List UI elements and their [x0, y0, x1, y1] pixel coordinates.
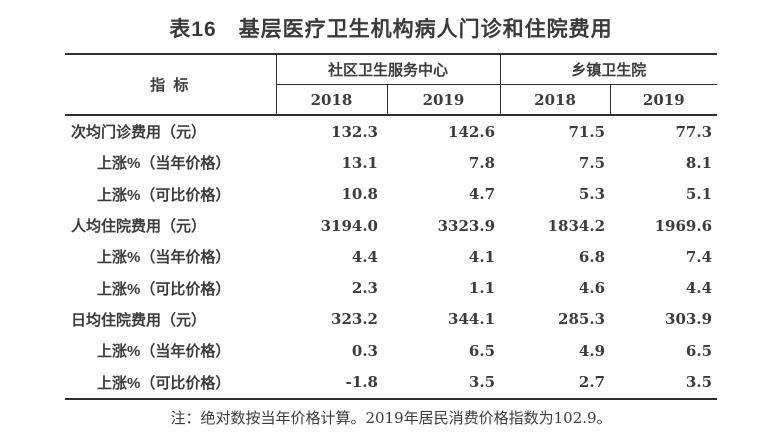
table-title: 表16 基层医疗卫生机构病人门诊和住院费用 — [169, 18, 613, 41]
statistics-table: 指 标 社区卫生服务中心 乡镇卫生院 2018 2019 2018 2019 次… — [65, 53, 718, 400]
year-header-community-2018: 2018 — [276, 84, 387, 116]
table-row: 上涨%（当年价格） 0.3 6.5 4.9 6.5 — [65, 335, 717, 366]
cell-value: 3194.0 — [320, 216, 378, 235]
footnote: 注：绝对数按当年价格计算。2019年居民消费价格指数为102.9。 — [170, 409, 612, 427]
cell-value: 13.1 — [341, 153, 378, 172]
year-header-township-2018: 2018 — [499, 84, 611, 116]
cell-value: 6.5 — [685, 341, 713, 360]
cell-value: 3.5 — [468, 373, 496, 392]
cell-value: 4.4 — [685, 279, 713, 298]
cell-value: 5.1 — [685, 185, 713, 204]
year-header-community-2019: 2019 — [386, 84, 501, 116]
cell-value: 1.1 — [468, 279, 496, 298]
column-group-township-health-center: 乡镇卫生院 — [499, 54, 718, 85]
header-year-row: 2018 2019 2018 2019 — [65, 84, 718, 116]
row-label: 上涨%（可比价格） — [97, 186, 231, 204]
cell-value: 8.1 — [685, 153, 713, 172]
row-label: 上涨%（当年价格） — [97, 155, 231, 173]
cell-value: 4.6 — [578, 279, 606, 298]
cell-value: 344.1 — [448, 310, 496, 329]
cell-value: 5.3 — [578, 185, 606, 204]
cell-value: 71.5 — [568, 122, 606, 141]
cell-value: 7.4 — [685, 247, 713, 266]
cell-value: 132.3 — [331, 122, 378, 141]
cell-value: 0.3 — [351, 341, 378, 360]
table-row: 上涨%（当年价格） 13.1 7.8 7.5 8.1 — [65, 147, 717, 178]
cell-value: 142.6 — [448, 122, 496, 141]
header-group-row: 指 标 社区卫生服务中心 乡镇卫生院 — [65, 54, 718, 116]
cell-value: 4.9 — [578, 341, 606, 360]
cell-value: 3.5 — [685, 373, 713, 392]
cell-value: 10.8 — [341, 185, 378, 204]
cell-value: 1834.2 — [547, 216, 606, 235]
cell-value: 6.8 — [578, 247, 606, 266]
cell-value: 4.7 — [468, 185, 496, 204]
cell-value: 2.3 — [351, 279, 378, 298]
row-label: 日均住院费用（元） — [71, 311, 207, 329]
cell-value: 2.7 — [578, 373, 606, 392]
cell-value: 6.5 — [468, 341, 496, 360]
cell-value: 4.4 — [351, 247, 378, 266]
cell-value: 3323.9 — [437, 216, 496, 235]
column-group-community-health-center: 社区卫生服务中心 — [276, 54, 501, 85]
table-row: 日均住院费用（元） 323.2 344.1 285.3 303.9 — [65, 304, 717, 335]
table-row: 上涨%（可比价格） 10.8 4.7 5.3 5.1 — [65, 179, 717, 210]
row-label: 上涨%（可比价格） — [97, 280, 231, 298]
table-row: 人均住院费用（元） 3194.0 3323.9 1834.2 1969.6 — [65, 210, 717, 241]
row-label: 人均住院费用（元） — [71, 218, 207, 236]
table-row: 上涨%（可比价格） 2.3 1.1 4.6 4.4 — [65, 272, 717, 303]
table-row: 次均门诊费用（元） 132.3 142.6 71.5 77.3 — [65, 115, 717, 147]
table-row: 上涨%（可比价格） -1.8 3.5 2.7 3.5 — [65, 366, 717, 398]
table-body: 次均门诊费用（元） 132.3 142.6 71.5 77.3 上涨%（当年价格… — [65, 115, 717, 399]
cell-value: 77.3 — [675, 122, 713, 141]
cell-value: -1.8 — [345, 373, 378, 392]
row-label: 上涨%（当年价格） — [97, 249, 231, 267]
column-header-indicator: 指 标 — [65, 54, 277, 116]
row-label: 次均门诊费用（元） — [71, 124, 207, 142]
table-row: 上涨%（当年价格） 4.4 4.1 6.8 7.4 — [65, 241, 717, 272]
cell-value: 323.2 — [331, 310, 378, 329]
table-header: 指 标 社区卫生服务中心 乡镇卫生院 2018 2019 2018 2019 — [65, 54, 718, 116]
cell-value: 4.1 — [468, 247, 496, 266]
year-header-township-2019: 2019 — [609, 84, 718, 116]
cell-value: 1969.6 — [654, 216, 713, 235]
cell-value: 7.8 — [468, 153, 496, 172]
row-label: 上涨%（可比价格） — [97, 374, 231, 392]
row-label: 上涨%（当年价格） — [97, 343, 231, 361]
cell-value: 7.5 — [578, 153, 606, 172]
cell-value: 303.9 — [665, 310, 713, 329]
cell-value: 285.3 — [558, 310, 606, 329]
